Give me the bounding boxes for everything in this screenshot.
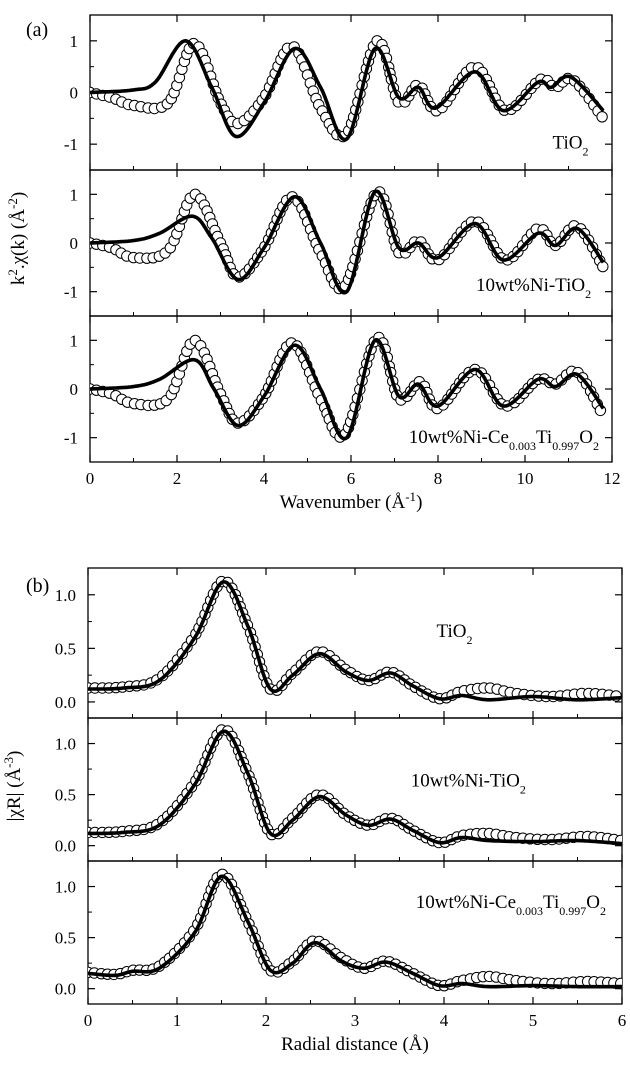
y-axis-title: |χR| (Å-3) bbox=[1, 751, 26, 822]
plot-area bbox=[90, 331, 607, 443]
x-tick-label: 4 bbox=[260, 469, 269, 488]
axis-title-sup: -2 bbox=[5, 198, 20, 209]
label-text: 10wt%Ni-TiO bbox=[476, 275, 585, 296]
axis-title-text: ) bbox=[416, 492, 422, 513]
plot-area bbox=[90, 35, 608, 143]
x-tick-label: 6 bbox=[618, 1011, 627, 1030]
label-text: O bbox=[579, 427, 593, 448]
subplot-3: 0.0 0.5 1.0 10wt%Ni-Ce0.003Ti0.997O2 bbox=[55, 860, 623, 1005]
y-tick-label: -1 bbox=[64, 283, 78, 302]
plot-area bbox=[88, 724, 622, 849]
axis-title-sup: -3 bbox=[1, 757, 16, 768]
sample-label: 10wt%Ni-Ce0.003Ti0.997O2 bbox=[409, 427, 599, 453]
x-tick-label: 4 bbox=[440, 1011, 449, 1030]
sample-label: 10wt%Ni-TiO2 bbox=[411, 771, 526, 797]
axis-title-text: .χ(k) (Å bbox=[8, 209, 29, 269]
y-tick-label: 0.0 bbox=[55, 980, 76, 999]
label-subscript: 2 bbox=[583, 144, 589, 158]
y-tick-label: 1 bbox=[70, 185, 79, 204]
axis-title-sup: 2 bbox=[5, 269, 20, 276]
subplot-2: 0.0 0.5 1.0 10wt%Ni-TiO2 bbox=[55, 717, 623, 862]
label-subscript: 0.003 bbox=[509, 439, 536, 453]
x-tick-label: 2 bbox=[173, 469, 182, 488]
label-subscript: 2 bbox=[593, 439, 599, 453]
fit-line bbox=[90, 39, 605, 142]
label-text: Ti bbox=[536, 427, 552, 448]
y-tick-label: 0.5 bbox=[55, 786, 76, 805]
sample-label: 10wt%Ni-Ce0.003Ti0.997O2 bbox=[416, 892, 606, 918]
y-tick-label: 0 bbox=[70, 84, 79, 103]
x-tick-label: 0 bbox=[86, 469, 95, 488]
plot-area bbox=[90, 186, 609, 295]
x-tick-label: 6 bbox=[347, 469, 356, 488]
axis-title-sup: -1 bbox=[405, 489, 416, 504]
sample-label: 10wt%Ni-TiO2 bbox=[476, 275, 591, 301]
y-tick-label: 1 bbox=[70, 331, 79, 350]
fit-line bbox=[88, 580, 622, 702]
label-text: O bbox=[586, 892, 600, 913]
x-tick-label: 1 bbox=[173, 1011, 182, 1030]
label-text: Ti bbox=[543, 892, 559, 913]
x-tick-label: 5 bbox=[529, 1011, 538, 1030]
x-tick-label: 2 bbox=[262, 1011, 271, 1030]
sample-label: TiO2 bbox=[437, 621, 473, 647]
axis-title-text: |χR| (Å bbox=[4, 768, 25, 822]
x-tick-label: 10 bbox=[517, 469, 534, 488]
y-axis-title: k2.χ(k) (Å-2) bbox=[5, 192, 30, 285]
label-text: TiO bbox=[553, 132, 583, 153]
y-tick-label: -1 bbox=[64, 429, 78, 448]
label-subscript: 0.997 bbox=[559, 904, 586, 918]
x-tick-label: 12 bbox=[604, 469, 621, 488]
subplot-3: -1 0 1 10wt%Ni-Ce0.003Ti0.997O2 bbox=[64, 315, 613, 463]
y-tick-label: -1 bbox=[64, 135, 78, 154]
y-tick-label: 1.0 bbox=[55, 735, 76, 754]
y-tick-label: 0.0 bbox=[55, 837, 76, 856]
chi-r-chart: (b)0.00.51.0TiO20.00.51.010wt%Ni-TiO20.0… bbox=[1, 567, 627, 1055]
axis-title-text: Wavenumber (Å bbox=[280, 492, 406, 513]
subplot-1: 0.0 0.5 1.0 TiO2 bbox=[55, 567, 623, 719]
y-tick-label: 0.5 bbox=[55, 929, 76, 948]
axis-title-text: k bbox=[8, 275, 29, 285]
x-tick-label: 8 bbox=[434, 469, 443, 488]
subplot-2: -1 0 1 10wt%Ni-TiO2 bbox=[64, 169, 613, 317]
y-tick-label: 0.5 bbox=[55, 639, 76, 658]
y-tick-label: 1.0 bbox=[55, 586, 76, 605]
y-tick-label: 0.0 bbox=[55, 693, 76, 712]
label-subscript: 0.997 bbox=[552, 439, 579, 453]
experimental-point bbox=[597, 260, 609, 273]
label-subscript: 0.003 bbox=[516, 904, 543, 918]
label-text: TiO bbox=[437, 621, 467, 642]
x-tick-label: 3 bbox=[351, 1011, 360, 1030]
x-tick-label: 0 bbox=[84, 1011, 93, 1030]
axis-title-text: ) bbox=[4, 751, 25, 757]
y-tick-label: 1 bbox=[70, 32, 79, 51]
y-tick-label: 0 bbox=[70, 234, 79, 253]
plot-area bbox=[88, 868, 622, 992]
fit-line bbox=[88, 874, 622, 989]
experimental-point bbox=[596, 111, 608, 123]
subplot-1: -1 0 1 TiO2 bbox=[64, 14, 613, 171]
axis-title-text: ) bbox=[8, 192, 29, 198]
label-subscript: 2 bbox=[466, 633, 472, 647]
label-text: 10wt%Ni-TiO bbox=[411, 771, 520, 792]
y-tick-label: 0 bbox=[70, 380, 79, 399]
fit-line bbox=[90, 189, 605, 295]
fit-line bbox=[90, 338, 605, 441]
label-text: 10wt%Ni-Ce bbox=[416, 892, 516, 913]
chi-k-chart: (a)-101TiO2-10110wt%Ni-TiO2-10110wt%Ni-C… bbox=[5, 14, 621, 514]
fit-line bbox=[88, 729, 622, 846]
sample-label: TiO2 bbox=[553, 132, 589, 158]
plot-area bbox=[88, 575, 622, 705]
panel-label: (a) bbox=[26, 19, 48, 41]
x-axis-title: Wavenumber (Å-1) bbox=[280, 489, 423, 514]
label-text: 10wt%Ni-Ce bbox=[409, 427, 509, 448]
x-axis-title: Radial distance (Å) bbox=[281, 1034, 429, 1055]
label-subscript: 2 bbox=[520, 783, 526, 797]
label-subscript: 2 bbox=[585, 287, 591, 301]
label-subscript: 2 bbox=[600, 904, 606, 918]
panel-label: (b) bbox=[26, 575, 49, 597]
y-tick-label: 1.0 bbox=[55, 878, 76, 897]
